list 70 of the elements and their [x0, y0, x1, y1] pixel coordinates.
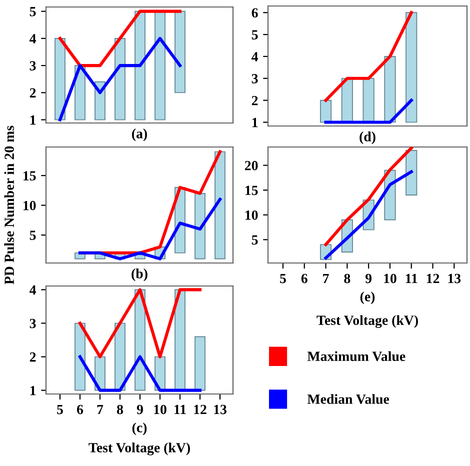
- y-tick-label: 4: [252, 52, 258, 62]
- x-tick-label: 11: [406, 274, 418, 284]
- x-tick-label: 6: [301, 274, 308, 284]
- y-tick-label: 1: [30, 115, 36, 125]
- x-tick-label: 12: [194, 404, 206, 414]
- text: Test Voltage (kV): [88, 442, 190, 456]
- y-tick-label: 2: [252, 96, 258, 106]
- bar: [384, 56, 396, 123]
- bar: [174, 10, 186, 94]
- y-tick-label: 2: [30, 352, 36, 362]
- x-tick-label: 9: [136, 404, 143, 414]
- y-tick-label: 5: [252, 235, 258, 245]
- x-axis-title: (a): [132, 128, 147, 142]
- y-tick-label: 3: [252, 74, 258, 84]
- y-tick-label: 20: [244, 160, 258, 170]
- x-tick-label: 8: [344, 274, 350, 284]
- bar: [74, 322, 86, 391]
- y-tick-label: 10: [24, 200, 36, 210]
- y-axis-title: PD Pulse Number in 20 ms: [4, 126, 14, 284]
- line-series: [58, 36, 182, 122]
- y-tick-label: 6: [252, 8, 258, 18]
- bar: [174, 289, 186, 391]
- y-tick-label: 2: [30, 88, 36, 98]
- x-tick-label: 9: [365, 274, 372, 284]
- y-tick-label: 3: [30, 318, 36, 328]
- y-tick-label: 15: [24, 171, 36, 181]
- x-tick-label: 10: [154, 404, 166, 414]
- x-tick-label: 10: [384, 274, 396, 284]
- x-tick-label: 13: [214, 404, 226, 414]
- legend-label: Maximum Value: [307, 351, 406, 362]
- bar: [194, 192, 206, 260]
- bar: [214, 151, 226, 260]
- bar: [406, 12, 418, 123]
- x-tick-label: 6: [77, 404, 84, 414]
- line-series: [78, 198, 222, 260]
- bar: [362, 78, 374, 123]
- x-axis-title: (d): [360, 132, 376, 144]
- y-tick-label: 3: [30, 61, 36, 70]
- x-tick-label: 12: [426, 274, 440, 284]
- bar: [320, 100, 332, 123]
- bar: [54, 38, 66, 120]
- y-tick-label: 5: [30, 7, 36, 16]
- x-tick-label: 5: [280, 274, 286, 284]
- line-series: [324, 11, 413, 102]
- x-axis-title: (e): [360, 292, 375, 304]
- line-series: [324, 170, 413, 260]
- y-tick-label: 5: [252, 30, 258, 40]
- y-tick-label: 4: [30, 34, 36, 44]
- y-tick-label: 15: [246, 186, 258, 196]
- y-tick-label: 5: [30, 230, 36, 240]
- bar: [154, 10, 166, 120]
- bar: [406, 150, 418, 196]
- legend-label: Median Value: [307, 394, 390, 404]
- y-tick-label: 4: [30, 285, 36, 295]
- bar: [134, 10, 146, 120]
- x-tick-label: 7: [323, 274, 329, 284]
- x-axis-title: (b): [132, 268, 148, 282]
- x-tick-label: 13: [448, 274, 461, 284]
- bar: [114, 38, 126, 120]
- y-tick-label: 1: [30, 386, 36, 396]
- bar: [194, 336, 206, 391]
- y-tick-label: 10: [246, 210, 258, 220]
- x-tick-label: 11: [174, 404, 186, 414]
- text: Test Voltage (kV): [316, 315, 418, 328]
- x-tick-label: 7: [97, 404, 104, 414]
- x-tick-label: 5: [57, 404, 63, 414]
- x-tick-label: 8: [116, 404, 124, 414]
- line-series: [324, 147, 413, 246]
- x-axis-title: (c): [132, 422, 147, 436]
- y-tick-label: 1: [252, 118, 258, 128]
